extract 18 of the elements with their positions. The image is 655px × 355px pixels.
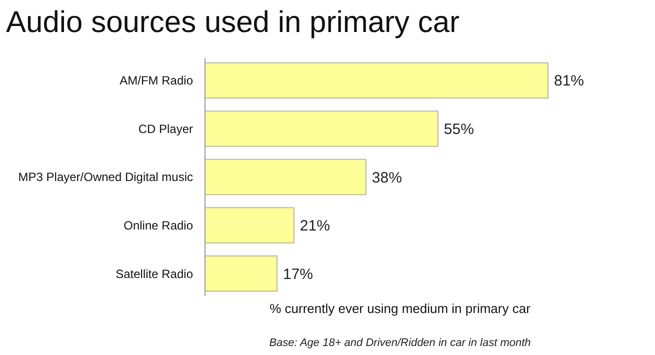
chart-title: Audio sources used in primary car xyxy=(6,6,460,39)
y-tick-label: CD Player xyxy=(138,122,193,136)
data-label: 21% xyxy=(300,218,330,235)
data-label: 81% xyxy=(554,72,584,90)
bar xyxy=(204,207,294,244)
bar xyxy=(204,110,438,147)
x-axis-title: % currently ever using medium in primary car xyxy=(270,301,532,316)
bar xyxy=(204,255,278,292)
y-tick-label: AM/FM Radio xyxy=(120,74,194,88)
y-tick-label: Satellite Radio xyxy=(116,266,194,281)
y-tick-label: MP3 Player/Owned Digital music xyxy=(18,170,193,184)
text: Base: Age 18+ and Driven/Ridden in car in last month xyxy=(269,337,531,349)
y-tick-label: Online Radio xyxy=(124,218,194,232)
data-label: 55% xyxy=(444,120,474,138)
bar xyxy=(204,158,366,196)
data-label: 17% xyxy=(282,266,314,283)
data-label: 38% xyxy=(372,169,402,186)
bar xyxy=(204,62,548,99)
